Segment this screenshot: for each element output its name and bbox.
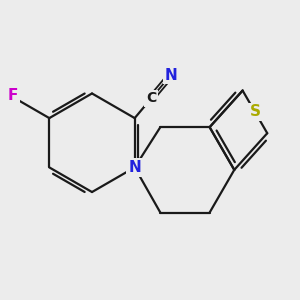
Text: N: N: [128, 160, 141, 175]
Text: N: N: [164, 68, 177, 82]
Text: S: S: [249, 104, 260, 119]
Text: C: C: [146, 92, 156, 106]
Text: F: F: [8, 88, 18, 103]
